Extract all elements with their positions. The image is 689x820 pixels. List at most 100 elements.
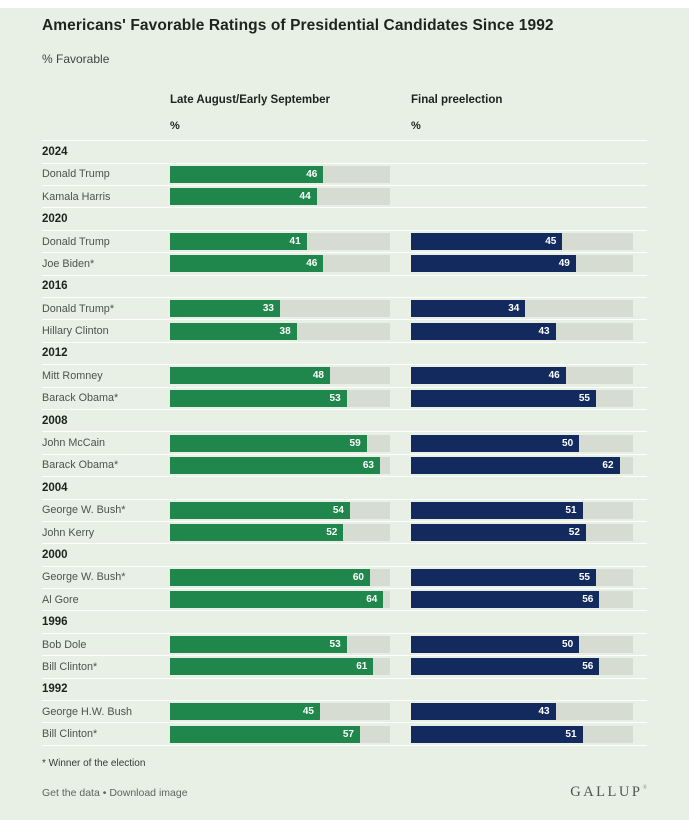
candidate-label: George W. Bush* xyxy=(42,571,126,584)
percent-unit-label: % xyxy=(170,120,180,133)
bar-final-preelection-bar: 34 xyxy=(411,300,526,318)
bar-final-preelection-bar: 62 xyxy=(411,456,620,474)
bar-late-august-bar: 46 xyxy=(170,255,324,273)
year-row: 2020 xyxy=(42,207,647,229)
bar-late-august: 46 xyxy=(170,255,390,273)
candidate-label: Kamala Harris xyxy=(42,190,111,203)
bar-final-preelection xyxy=(411,188,633,205)
bar-value: 64 xyxy=(366,594,378,606)
candidate-label: Barack Obama* xyxy=(42,392,119,405)
bar-final-preelection: 43 xyxy=(411,322,633,340)
bar-late-august: 45 xyxy=(170,703,390,721)
candidate-label: Donald Trump* xyxy=(42,302,115,315)
subtitle: % Favorable xyxy=(42,52,110,67)
bar-final-preelection: 56 xyxy=(411,658,633,676)
bar-final-preelection: 55 xyxy=(411,389,633,407)
bar-final-preelection-bar: 46 xyxy=(411,367,566,385)
bar-late-august: 53 xyxy=(170,636,390,654)
bar-late-august: 33 xyxy=(170,300,390,318)
candidate-row: George H.W. Bush 45 43 xyxy=(42,700,647,722)
column-header-label: Late August/Early September xyxy=(170,94,330,107)
bar-final-preelection-bar: 43 xyxy=(411,703,556,721)
candidate-row: George W. Bush* 60 55 xyxy=(42,565,647,588)
bar-late-august: 53 xyxy=(170,389,390,407)
bar-value: 51 xyxy=(565,504,577,516)
candidate-row: Barack Obama* 63 62 xyxy=(42,453,647,476)
candidate-row: Donald Trump 41 45 xyxy=(42,229,647,252)
bar-value: 45 xyxy=(545,236,557,248)
candidate-row: Joe Biden* 46 49 xyxy=(42,252,647,274)
candidate-row: Al Gore 64 56 xyxy=(42,588,647,610)
candidate-label: John Kerry xyxy=(42,526,95,539)
bar-value: 50 xyxy=(562,437,574,449)
bar-late-august-bar: 48 xyxy=(170,367,330,385)
bar-final-preelection-bar: 49 xyxy=(411,255,576,273)
bar-final-preelection: 46 xyxy=(411,367,633,385)
page-title: Americans' Favorable Ratings of Presiden… xyxy=(42,17,554,34)
candidate-label: Mitt Romney xyxy=(42,369,103,382)
bar-final-preelection: 34 xyxy=(411,300,633,318)
bar-final-preelection-bar: 45 xyxy=(411,233,563,251)
candidate-label: Joe Biden* xyxy=(42,257,95,270)
bar-late-august-bar: 53 xyxy=(170,636,347,654)
bar-final-preelection: 50 xyxy=(411,434,633,452)
get-data-link[interactable]: Get the data xyxy=(42,787,100,800)
bar-value: 38 xyxy=(279,325,291,337)
bar-late-august-bar: 44 xyxy=(170,188,317,206)
candidate-label: Bill Clinton* xyxy=(42,728,98,741)
bar-value: 45 xyxy=(302,706,314,718)
bar-value: 52 xyxy=(326,527,338,539)
candidate-row: Donald Trump* 33 34 xyxy=(42,297,647,319)
year-label: 2012 xyxy=(42,347,68,360)
bar-late-august: 59 xyxy=(170,434,390,452)
bar-final-preelection-bar: 43 xyxy=(411,322,556,340)
bar-chart: 2024 Donald Trump 46 Kamala Harris 44 202… xyxy=(42,140,647,746)
bar-late-august: 64 xyxy=(170,591,390,609)
bar-value: 57 xyxy=(342,728,354,740)
candidate-row: Bob Dole 53 50 xyxy=(42,632,647,655)
candidate-row: Kamala Harris 44 xyxy=(42,185,647,207)
bar-late-august-bar: 57 xyxy=(170,725,360,743)
candidate-label: George H.W. Bush xyxy=(42,705,133,718)
percent-unit-label: % xyxy=(411,120,421,133)
candidate-label: Donald Trump xyxy=(42,235,110,248)
year-label: 2004 xyxy=(42,481,68,494)
bar-value: 54 xyxy=(332,504,344,516)
bar-late-august-bar: 52 xyxy=(170,524,344,542)
bar-value: 63 xyxy=(362,459,374,471)
candidate-row: George W. Bush* 54 51 xyxy=(42,498,647,521)
candidate-row: Barack Obama* 53 55 xyxy=(42,386,647,409)
bar-late-august: 61 xyxy=(170,658,390,676)
candidate-label: John McCain xyxy=(42,437,106,450)
bar-value: 33 xyxy=(262,303,274,315)
bar-late-august-bar: 61 xyxy=(170,658,374,676)
year-row: 2004 xyxy=(42,476,647,498)
bar-final-preelection: 50 xyxy=(411,636,633,654)
bar-late-august-bar: 53 xyxy=(170,389,347,407)
footer: Get the data • Download image GALLUP® xyxy=(42,785,647,800)
year-row: 1996 xyxy=(42,610,647,632)
bar-late-august-bar: 64 xyxy=(170,591,384,609)
bar-final-preelection-bar: 50 xyxy=(411,636,580,654)
download-image-link[interactable]: Download image xyxy=(109,787,188,800)
year-row: 2016 xyxy=(42,274,647,297)
footer-links: Get the data • Download image xyxy=(42,787,188,799)
bar-final-preelection-bar: 55 xyxy=(411,389,596,407)
bar-value: 34 xyxy=(508,303,520,315)
bar-final-preelection: 51 xyxy=(411,725,633,743)
bar-final-preelection-bar: 51 xyxy=(411,725,583,743)
top-strip xyxy=(0,0,689,8)
bar-final-preelection-bar: 56 xyxy=(411,658,600,676)
year-label: 2016 xyxy=(42,280,68,293)
trademark-symbol: ® xyxy=(642,784,647,791)
candidate-row: John McCain 59 50 xyxy=(42,431,647,453)
bar-late-august: 48 xyxy=(170,367,390,385)
bar-late-august: 60 xyxy=(170,568,390,586)
bar-late-august: 63 xyxy=(170,456,390,474)
bar-value: 41 xyxy=(289,236,301,248)
bar-late-august-bar: 60 xyxy=(170,568,370,586)
bar-value: 61 xyxy=(356,661,368,673)
candidate-label: Hillary Clinton xyxy=(42,325,109,338)
year-label: 2024 xyxy=(42,145,68,158)
candidate-row: Bill Clinton* 61 56 xyxy=(42,655,647,677)
